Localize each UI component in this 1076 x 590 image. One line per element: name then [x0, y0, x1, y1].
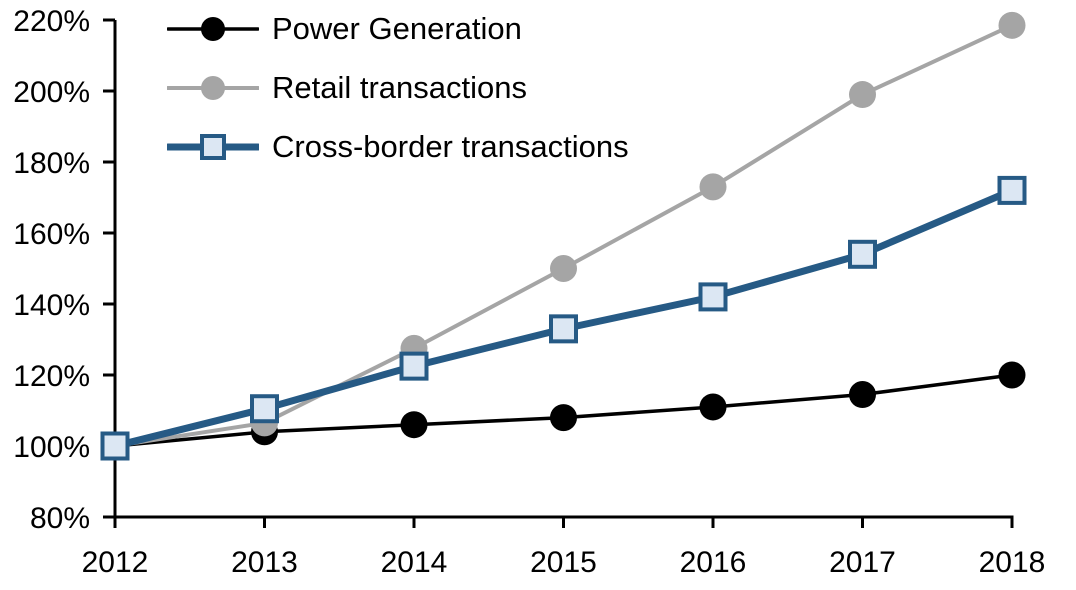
- y-tick-label: 80%: [30, 502, 90, 535]
- power-generation-line-circle-icon: [167, 17, 259, 41]
- y-tick-label: 140%: [13, 289, 90, 322]
- cross-border-transactions-data-point: [399, 351, 429, 381]
- x-tick-label: 2018: [979, 546, 1046, 579]
- y-tick-label: 220%: [13, 5, 90, 38]
- x-tick-label: 2014: [381, 546, 448, 579]
- power-generation-data-point: [849, 381, 876, 409]
- legend-item-power-generation: Power Generation: [167, 12, 629, 46]
- retail-transactions-data-point: [699, 173, 727, 201]
- x-tick-label: 2013: [231, 546, 298, 579]
- cross-border-transactions-data-point: [848, 239, 877, 269]
- retail-transactions-data-point: [849, 81, 876, 109]
- legend-label-retail-transactions: Retail transactions: [272, 70, 528, 105]
- legend: Power Generation Retail transactions Cro…: [167, 12, 629, 189]
- x-tick-label: 2012: [82, 546, 149, 579]
- cross-border-transactions-data-point: [100, 431, 130, 461]
- legend-sample-marker: [201, 17, 225, 41]
- x-tick-label: 2016: [680, 546, 747, 579]
- cross-border-transactions-data-point: [549, 314, 578, 344]
- legend-label-cross-border-transactions: Cross-border transactions: [272, 129, 629, 164]
- legend-item-retail-transactions: Retail transactions: [167, 71, 629, 105]
- legend-sample-marker: [200, 134, 226, 160]
- power-generation-data-point: [998, 361, 1026, 389]
- y-tick-label: 160%: [13, 218, 90, 251]
- y-tick-label: 180%: [13, 147, 90, 180]
- legend-item-cross-border-transactions: Cross-border transactions: [167, 130, 629, 164]
- y-tick-label: 120%: [13, 360, 90, 393]
- cross-border-transactions-data-point: [997, 175, 1027, 205]
- legend-sample-marker: [201, 76, 225, 100]
- retail-transactions-data-point: [998, 11, 1026, 39]
- y-tick-label: 100%: [13, 431, 90, 464]
- power-generation-data-point: [400, 411, 428, 439]
- legend-label-power-generation: Power Generation: [272, 11, 522, 46]
- cross-border-transactions-data-point: [698, 282, 728, 312]
- retail-transactions-data-point: [550, 255, 577, 282]
- x-tick-label: 2015: [530, 546, 597, 579]
- cross-border-transactions-data-point: [250, 394, 279, 424]
- x-tick-label: 2017: [829, 546, 896, 579]
- retail-transactions-line-circle-icon: [167, 76, 259, 100]
- power-generation-data-point: [699, 393, 727, 421]
- power-generation-data-point: [550, 404, 577, 432]
- y-tick-label: 200%: [13, 76, 90, 109]
- cross-border-transactions-line-square-icon: [167, 134, 259, 160]
